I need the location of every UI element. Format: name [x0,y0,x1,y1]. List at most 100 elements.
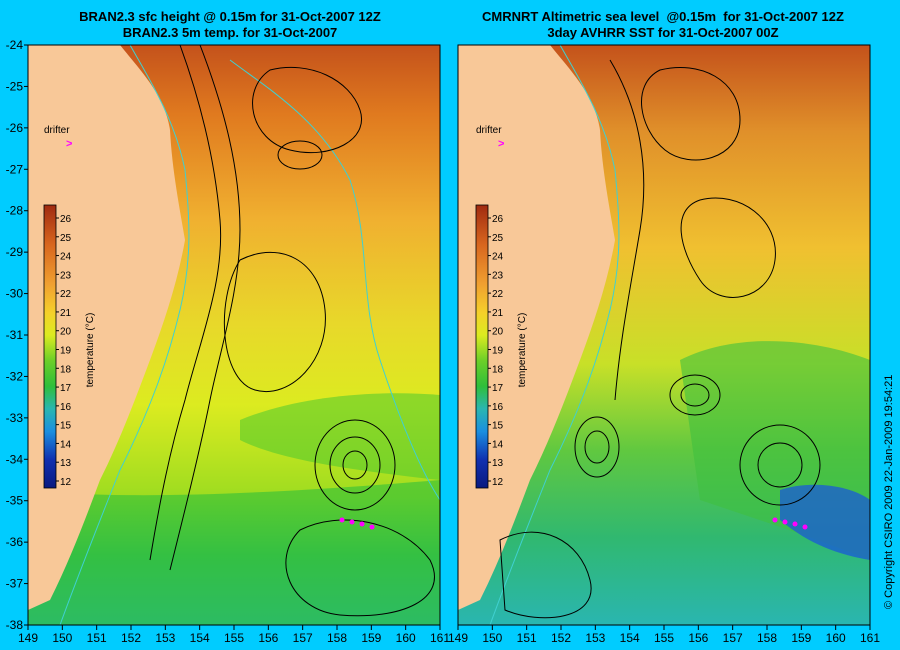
longitude-label: 149 [18,631,38,645]
latitude-label: -26 [6,121,24,135]
colorbar-tick-label: 21 [492,308,504,319]
colorbar-tick-label: 16 [492,402,504,413]
longitude-label: 160 [826,631,846,645]
colorbar-tick-label: 22 [60,289,72,300]
longitude-label: 159 [361,631,381,645]
right-colorbar-label: temperature (°C) [517,313,528,388]
right-land [458,45,615,610]
latitude-label: -34 [6,452,24,466]
longitude-label: 156 [258,631,278,645]
left-cool-water [28,480,440,625]
colorbar-tick-label: 12 [60,477,72,488]
colorbar-tick-label: 17 [492,383,504,394]
colorbar-tick-label: 14 [492,439,504,450]
colorbar-tick-label: 26 [60,214,72,225]
colorbar-tick-label: 21 [60,308,72,319]
colorbar-tick-label: 22 [492,289,504,300]
longitude-label: 150 [482,631,502,645]
right-colorbar: 26 25 24 23 22 21 20 19 18 17 16 15 14 13 12 temperatu… [475,204,528,489]
colorbar-tick-label: 12 [492,477,504,488]
colorbar-tick-label: 19 [492,346,504,357]
colorbar-tick-label: 24 [60,252,72,263]
left-mid-water [240,393,440,480]
longitude-label: 156 [688,631,708,645]
left-map [28,45,440,625]
longitude-label: 150 [52,631,72,645]
colorbar-tick-label: 23 [492,270,504,281]
latitude-label: -29 [6,245,24,259]
colorbar-tick-label: 13 [60,458,72,469]
latitude-label: -30 [6,287,24,301]
right-map [458,45,870,625]
right-longitude-axis: 149 150 151 152 153 154 155 156 157 158 159 160 161 [448,625,880,645]
right-colorbar-ramp [475,204,489,489]
colorbar-tick-label: 14 [60,439,72,450]
latitude-label: -33 [6,411,24,425]
right-drifter-label: drifter [476,125,502,136]
longitude-label: 157 [293,631,313,645]
left-colorbar: 26 25 24 23 22 21 20 19 18 17 16 15 14 13 12 temperatu… [43,204,96,489]
left-land [28,45,185,610]
colorbar-tick-label: 19 [60,346,72,357]
latitude-label: -24 [6,38,24,52]
colorbar-tick-label: 17 [60,383,72,394]
latitude-label: -31 [6,328,24,342]
left-isobaths [59,45,440,625]
colorbar-tick-label: 20 [492,327,504,338]
longitude-label: 158 [327,631,347,645]
longitude-label: 153 [585,631,605,645]
left-drifter-track [339,517,375,530]
latitude-label: -25 [6,79,24,93]
left-title-line2: BRAN2.3 5m temp. for 31-Oct-2007 [122,25,338,40]
latitude-label: -37 [6,577,24,591]
longitude-label: 157 [723,631,743,645]
right-cold-patch [780,484,870,560]
longitude-label: 158 [757,631,777,645]
colorbar-tick-label: 16 [60,402,72,413]
right-title-line1: CMRNRT Altimetric sea level @0.15m for 3… [482,9,844,24]
longitude-label: 149 [448,631,468,645]
latitude-label: -32 [6,369,24,383]
latitude-label: -28 [6,204,24,218]
longitude-label: 154 [190,631,210,645]
longitude-label: 161 [860,631,880,645]
right-title-line2: 3day AVHRR SST for 31-Oct-2007 00Z [547,25,779,40]
left-drifter-marker: > [66,138,72,150]
longitude-label: 155 [224,631,244,645]
right-panel-title: CMRNRT Altimetric sea level @0.15m for 3… [448,9,878,41]
colorbar-tick-label: 20 [60,327,72,338]
copyright-notice: © Copyright CSIRO 2009 22-Jan-2009 19:54… [883,374,895,609]
latitude-label: -36 [6,535,24,549]
longitude-label: 152 [121,631,141,645]
colorbar-tick-label: 25 [60,233,72,244]
colorbar-tick-label: 24 [492,252,504,263]
colorbar-tick-label: 15 [60,421,72,432]
colorbar-tick-label: 15 [492,421,504,432]
latitude-label: -27 [6,162,24,176]
colorbar-tick-label: 25 [492,233,504,244]
left-colorbar-ramp [43,204,57,489]
latitude-label: -35 [6,494,24,508]
colorbar-tick-label: 26 [492,214,504,225]
left-latitude-axis: -24 -25 -26 -27 -28 -29 -30 -31 -32 -33 -34 -35 -36 -… [6,38,28,632]
latitude-label: -38 [6,618,24,632]
right-drifter-track [772,517,808,530]
longitude-label: 152 [551,631,571,645]
left-colorbar-label: temperature (°C) [85,313,96,388]
right-height-contours [499,59,821,619]
right-drifter-marker: > [498,138,504,150]
longitude-label: 160 [396,631,416,645]
left-height-contours [149,45,435,617]
colorbar-tick-label: 18 [492,364,504,375]
longitude-label: 154 [620,631,640,645]
longitude-label: 151 [517,631,537,645]
longitude-label: 153 [155,631,175,645]
colorbar-tick-label: 23 [60,270,72,281]
left-drifter-label: drifter [44,125,70,136]
left-panel-title: BRAN2.3 sfc height @ 0.15m for 31-Oct-20… [15,9,445,41]
colorbar-tick-label: 13 [492,458,504,469]
left-title-line1: BRAN2.3 sfc height @ 0.15m for 31-Oct-20… [79,9,381,24]
left-longitude-axis: 149 150 151 152 153 154 155 156 157 158 159 160 161 [18,625,450,645]
longitude-label: 159 [791,631,811,645]
